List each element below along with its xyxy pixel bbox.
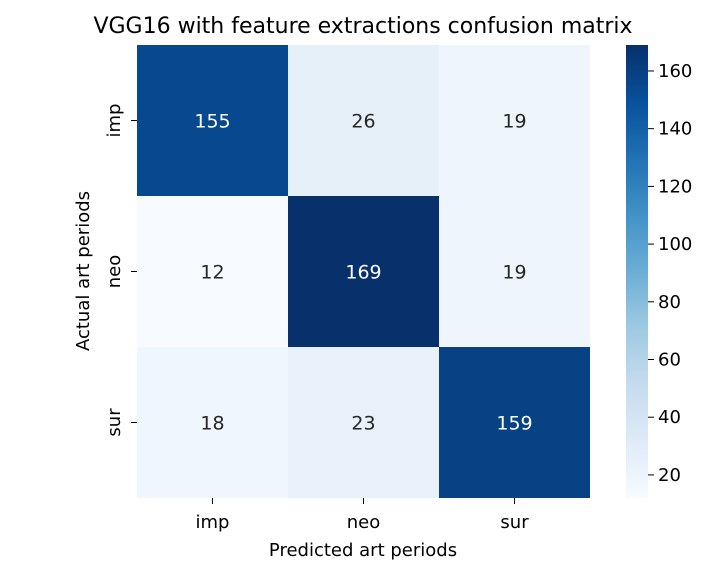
cell-neo-neo: [288, 196, 439, 347]
cell-value-imp-imp: 155: [194, 111, 230, 133]
y-tick-label-sur: sur: [104, 408, 125, 437]
colorbar-tick-label-80: 80: [658, 292, 681, 313]
colorbar-gradient: [626, 45, 648, 498]
cell-value-sur-sur: 159: [496, 413, 532, 435]
cell-value-neo-sur: 19: [502, 262, 526, 284]
x-axis-label: Predicted art periods: [269, 540, 457, 561]
cell-neo-sur: [439, 196, 590, 347]
cell-neo-imp: [137, 196, 288, 347]
colorbar-tick-label-60: 60: [658, 350, 681, 371]
cell-sur-imp: [137, 347, 288, 498]
cell-value-neo-imp: 12: [200, 262, 224, 284]
colorbar-ticks: 20 40 60 80 100 120 140 160: [648, 61, 692, 486]
x-tick-label-sur: sur: [500, 512, 529, 533]
cell-value-sur-imp: 18: [200, 413, 224, 435]
cell-imp-imp: [137, 45, 288, 196]
y-tick-label-imp: imp: [104, 104, 125, 138]
cell-sur-sur: [439, 347, 590, 498]
y-tick-label-neo: neo: [104, 255, 125, 289]
colorbar-tick-label-140: 140: [658, 119, 692, 140]
cell-sur-neo: [288, 347, 439, 498]
cell-value-imp-sur: 19: [502, 111, 526, 133]
x-tick-label-imp: imp: [196, 512, 230, 533]
y-axis-ticks: imp neo sur: [104, 104, 137, 437]
x-tick-label-neo: neo: [347, 512, 381, 533]
cell-imp-neo: [288, 45, 439, 196]
y-axis-label: Actual art periods: [73, 191, 94, 351]
colorbar-tick-label-40: 40: [658, 407, 681, 428]
colorbar-tick-label-160: 160: [658, 61, 692, 82]
cell-value-imp-neo: 26: [351, 111, 375, 133]
colorbar-tick-label-20: 20: [658, 465, 681, 486]
colorbar: 20 40 60 80 100 120 140 160: [626, 45, 692, 498]
heatmap-cells: 155 26 19 12 169 19 18 23 159: [137, 45, 590, 498]
cell-value-sur-neo: 23: [351, 413, 375, 435]
colorbar-tick-label-100: 100: [658, 234, 692, 255]
x-axis-ticks: imp neo sur: [196, 498, 529, 533]
chart-title: VGG16 with feature extractions confusion…: [93, 14, 632, 39]
colorbar-tick-label-120: 120: [658, 176, 692, 197]
cell-imp-sur: [439, 45, 590, 196]
cell-value-neo-neo: 169: [345, 262, 381, 284]
